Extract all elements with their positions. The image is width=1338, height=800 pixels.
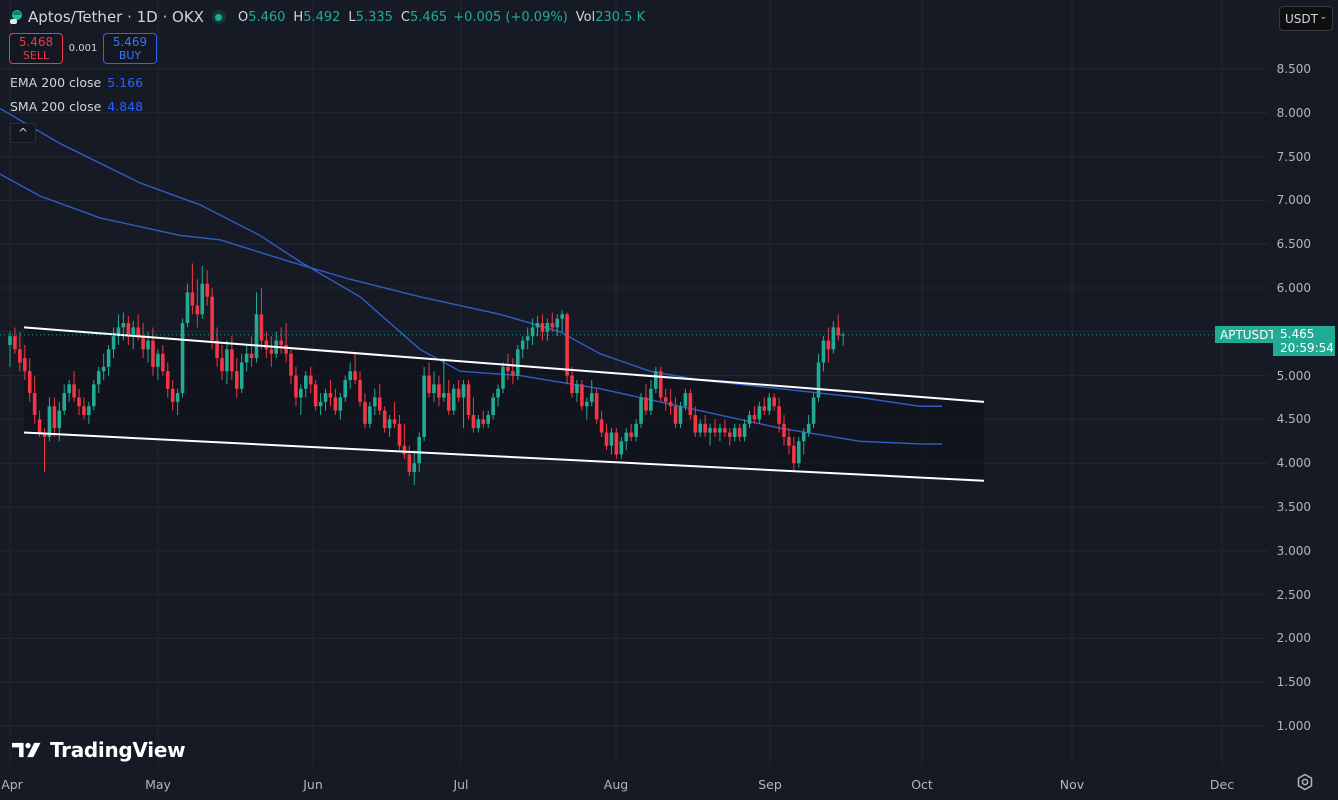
close-value: 5.465	[409, 9, 448, 25]
price-tick: 7.000	[1276, 193, 1311, 208]
high-value: 5.492	[303, 9, 341, 25]
aptos-logo-icon	[8, 9, 24, 25]
close-label: C	[400, 9, 410, 25]
price-tick: 8.000	[1276, 105, 1311, 120]
time-tick: Jul	[453, 777, 469, 792]
price-tick: 1.500	[1276, 675, 1311, 690]
buy-button[interactable]: 5.469 BUY	[103, 33, 157, 64]
chevron-down-icon: ⌄	[1319, 12, 1327, 22]
time-tick: Jun	[303, 777, 323, 792]
indicator-value: 5.166	[107, 75, 144, 90]
last-price-tag: 5.465 20:59:54	[1273, 326, 1335, 356]
sell-label: SELL	[22, 48, 50, 62]
open-value: 5.460	[248, 9, 286, 25]
time-tick: Aug	[603, 777, 629, 792]
indicator-value: 4.848	[107, 99, 144, 114]
price-tick: 2.500	[1276, 587, 1311, 602]
volume-value: 230.5 K	[595, 9, 646, 25]
chevron-up-icon: ^	[17, 126, 29, 140]
time-tick: Oct	[911, 777, 933, 792]
buy-price: 5.469	[112, 34, 148, 49]
time-tick: Apr	[1, 777, 23, 792]
indicator-sma-200[interactable]: SMA 200 close 4.848	[10, 99, 143, 114]
trade-panel: 5.468 SELL 0.001 5.469 BUY	[9, 33, 157, 64]
time-tick: Sep	[758, 777, 782, 792]
collapse-indicators-button[interactable]: ^	[10, 123, 36, 143]
low-value: 5.335	[355, 9, 393, 25]
tradingview-logo[interactable]: TradingView	[12, 738, 186, 762]
price-tick: 4.500	[1276, 412, 1311, 427]
price-tick: 8.500	[1276, 62, 1311, 76]
settings-gear-icon[interactable]	[1296, 773, 1314, 791]
indicator-name: EMA 200 close	[10, 75, 102, 90]
indicator-ema-200[interactable]: EMA 200 close 5.166	[10, 75, 143, 90]
open-label: O	[237, 9, 249, 25]
high-label: H	[293, 9, 304, 25]
symbol-title[interactable]: Aptos/Tether · 1D · OKX	[28, 8, 204, 26]
sell-price: 5.468	[18, 34, 54, 49]
indicator-name: SMA 200 close	[10, 99, 102, 114]
time-tick: May	[145, 777, 171, 792]
price-tick: 3.500	[1276, 500, 1311, 514]
channel-lower-trendline[interactable]	[23, 431, 985, 482]
sma-200-line	[0, 173, 942, 407]
low-label: L	[348, 9, 356, 25]
price-tick: 6.500	[1276, 237, 1311, 252]
currency-select[interactable]: USDT ⌄	[1279, 6, 1333, 31]
price-tick: 3.000	[1276, 543, 1311, 558]
price-tick: 2.000	[1276, 631, 1311, 646]
tradingview-mark-icon	[12, 742, 41, 758]
time-tick: Nov	[1059, 777, 1085, 792]
price-tick: 4.000	[1276, 456, 1311, 471]
symbol-price-tag: APTUSDT	[1215, 326, 1281, 343]
channel-upper-trendline[interactable]	[23, 326, 985, 403]
last-price-value: 5.465	[1280, 327, 1315, 341]
price-tick: 1.000	[1276, 719, 1311, 733]
sell-button[interactable]: 5.468 SELL	[9, 33, 63, 64]
buy-label: BUY	[118, 48, 142, 62]
channel-fill	[24, 327, 984, 481]
price-tick: 6.000	[1276, 281, 1311, 295]
bar-countdown: 20:59:54	[1280, 341, 1334, 355]
price-tick: 5.000	[1276, 368, 1311, 383]
candlesticks	[8, 263, 845, 486]
change-value: +0.005 (+0.09%)	[453, 9, 568, 25]
price-tick: 7.500	[1276, 149, 1311, 164]
time-tick: Dec	[1209, 777, 1235, 792]
market-status-icon	[211, 10, 226, 24]
currency-value: USDT	[1285, 11, 1318, 26]
volume-label: Vol	[575, 9, 596, 25]
spread-value: 0.001	[68, 43, 98, 54]
brand-name: TradingView	[50, 738, 186, 762]
